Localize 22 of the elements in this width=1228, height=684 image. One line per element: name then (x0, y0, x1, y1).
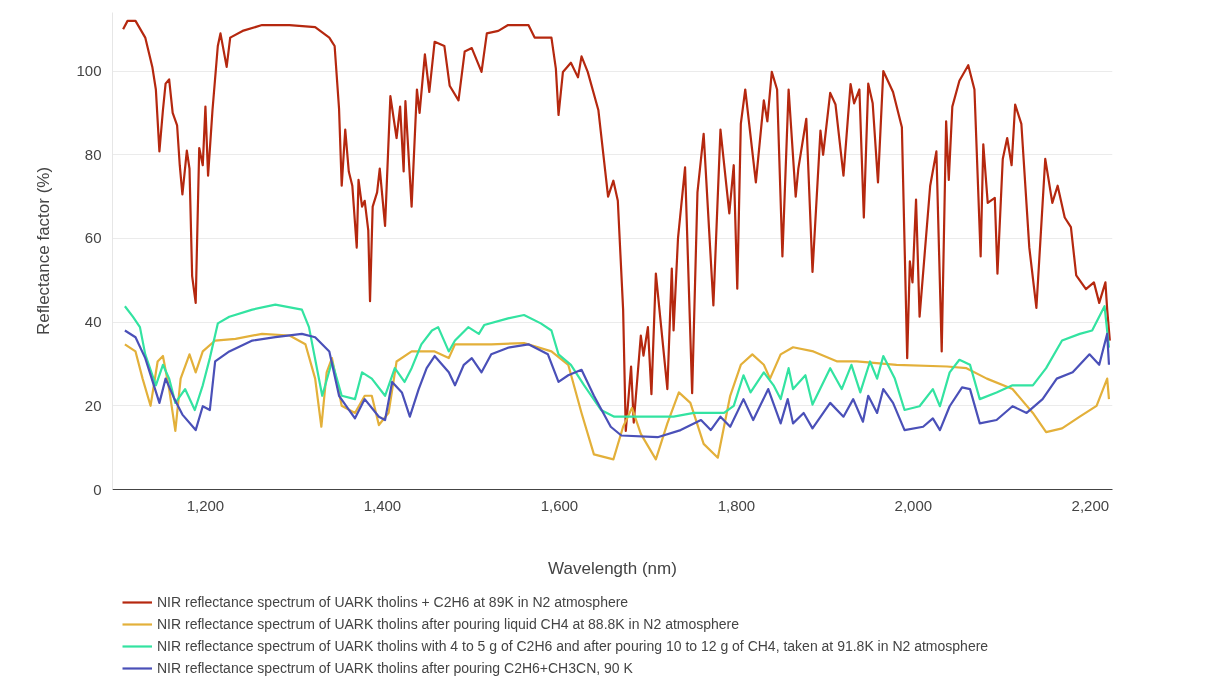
y-axis-title: Reflectance factor (%) (34, 166, 54, 336)
legend-label: NIR reflectance spectrum of UARK tholins after pouring liquid CH4 at 88.8K in N2 atmosphere (157, 615, 740, 633)
legend-label: NIR reflectance spectrum of UARK tholins after pouring C2H6+CH3CN, 90 K (157, 659, 633, 677)
y-tick-label: 80 (84, 145, 102, 163)
x-tick-label: 1,200 (186, 496, 225, 514)
y-tick-label: 20 (84, 396, 102, 414)
line-series (123, 303, 1111, 418)
x-tick-label: 1,600 (540, 496, 579, 514)
x-tick-label: 1,800 (717, 496, 756, 514)
y-tick-label: 100 (76, 62, 102, 80)
x-tick-label: 2,000 (894, 496, 933, 514)
line-series (123, 332, 1111, 461)
legend-label: NIR reflectance spectrum of UARK tholins with 4 to 5 g of C2H6 and after pouring 10 to 12 g of CH4, taken at 91.8K in N2 atmosphere (157, 637, 989, 655)
line-series (123, 329, 1111, 439)
x-tick-label: 1,400 (363, 496, 402, 514)
y-tick-label: 60 (84, 229, 102, 247)
x-tick-label: 2,200 (1071, 496, 1110, 514)
y-tick-label: 0 (93, 480, 102, 498)
legend-label: NIR reflectance spectrum of UARK tholins + C2H6 at 89K in N2 atmosphere (157, 593, 629, 611)
x-axis-title: Wavelength (nm) (548, 558, 677, 578)
y-tick-label: 40 (84, 313, 102, 331)
line-series (122, 19, 1111, 433)
